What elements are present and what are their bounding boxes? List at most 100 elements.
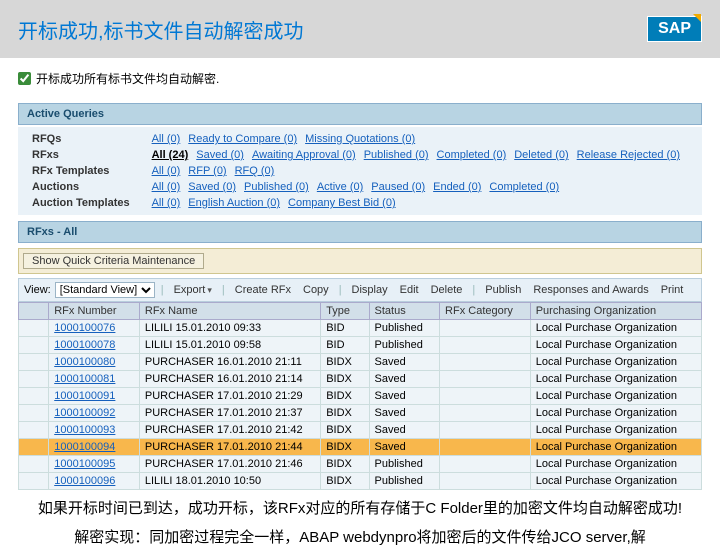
- table-cell: BIDX: [321, 371, 369, 388]
- rfx-number-cell[interactable]: 1000100096: [49, 473, 140, 490]
- table-cell: [440, 388, 531, 405]
- rfx-number-cell[interactable]: 1000100093: [49, 422, 140, 439]
- column-header[interactable]: Type: [321, 303, 369, 320]
- table-cell: [440, 456, 531, 473]
- rfx-number-cell[interactable]: 1000100081: [49, 371, 140, 388]
- display-button[interactable]: Display: [348, 283, 392, 297]
- sap-logo: SAP: [647, 16, 702, 42]
- table-cell: Saved: [369, 354, 440, 371]
- query-link[interactable]: Active (0): [317, 181, 371, 193]
- active-queries-header: Active Queries: [18, 103, 702, 125]
- query-link[interactable]: Ready to Compare (0): [188, 133, 305, 145]
- query-link[interactable]: All (0): [152, 181, 189, 193]
- auto-decrypt-checkbox[interactable]: [18, 72, 31, 85]
- query-link[interactable]: Missing Quotations (0): [305, 133, 423, 145]
- query-link[interactable]: Completed (0): [437, 149, 515, 161]
- table-cell: Published: [369, 456, 440, 473]
- table-cell: Local Purchase Organization: [530, 456, 701, 473]
- table-row[interactable]: 1000100081PURCHASER 16.01.2010 21:14BIDX…: [19, 371, 702, 388]
- table-cell: Saved: [369, 405, 440, 422]
- copy-button[interactable]: Copy: [299, 283, 333, 297]
- table-row[interactable]: 1000100095PURCHASER 17.01.2010 21:46BIDX…: [19, 456, 702, 473]
- edit-button[interactable]: Edit: [396, 283, 423, 297]
- show-criteria-button[interactable]: Show Quick Criteria Maintenance: [23, 253, 204, 269]
- query-link[interactable]: Company Best Bid (0): [288, 197, 404, 209]
- column-header[interactable]: RFx Name: [139, 303, 320, 320]
- rfx-number-cell[interactable]: 1000100092: [49, 405, 140, 422]
- delete-button[interactable]: Delete: [427, 283, 467, 297]
- table-row[interactable]: 1000100080PURCHASER 16.01.2010 21:11BIDX…: [19, 354, 702, 371]
- table-cell: [19, 422, 49, 439]
- table-row[interactable]: 1000100076LILILI 15.01.2010 09:33BIDPubl…: [19, 320, 702, 337]
- table-row[interactable]: 1000100096LILILI 18.01.2010 10:50BIDXPub…: [19, 473, 702, 490]
- table-cell: BID: [321, 320, 369, 337]
- query-row-label: RFQs: [26, 131, 146, 147]
- table-cell: PURCHASER 17.01.2010 21:44: [139, 439, 320, 456]
- table-cell: Local Purchase Organization: [530, 371, 701, 388]
- table-cell: BIDX: [321, 354, 369, 371]
- query-link[interactable]: RFQ (0): [235, 165, 283, 177]
- rfx-number-cell[interactable]: 1000100095: [49, 456, 140, 473]
- table-cell: Saved: [369, 388, 440, 405]
- query-row-label: RFx Templates: [26, 163, 146, 179]
- page-title: 开标成功,标书文件自动解密成功: [18, 15, 304, 44]
- table-cell: [440, 473, 531, 490]
- table-cell: [440, 371, 531, 388]
- auto-decrypt-label: 开标成功所有标书文件均自动解密.: [36, 70, 219, 87]
- print-button[interactable]: Print: [657, 283, 688, 297]
- publish-button[interactable]: Publish: [481, 283, 525, 297]
- query-link[interactable]: RFP (0): [188, 165, 234, 177]
- table-cell: [440, 354, 531, 371]
- rfx-number-cell[interactable]: 1000100091: [49, 388, 140, 405]
- rfx-number-cell[interactable]: 1000100094: [49, 439, 140, 456]
- query-link[interactable]: Deleted (0): [514, 149, 576, 161]
- table-cell: [19, 320, 49, 337]
- table-cell: Local Purchase Organization: [530, 422, 701, 439]
- query-link[interactable]: Ended (0): [433, 181, 489, 193]
- query-link[interactable]: Saved (0): [188, 181, 244, 193]
- table-row[interactable]: 1000100078LILILI 15.01.2010 09:58BIDPubl…: [19, 337, 702, 354]
- query-link[interactable]: All (0): [152, 133, 189, 145]
- view-select[interactable]: [Standard View]: [55, 282, 155, 298]
- footer-line-1: 如果开标时间已到达，成功开标，该RFx对应的所有存储于C Folder里的加密文…: [0, 494, 720, 523]
- rfx-number-cell[interactable]: 1000100080: [49, 354, 140, 371]
- query-link[interactable]: All (0): [152, 165, 189, 177]
- table-row[interactable]: 1000100091PURCHASER 17.01.2010 21:29BIDX…: [19, 388, 702, 405]
- table-cell: Local Purchase Organization: [530, 337, 701, 354]
- table-cell: [19, 456, 49, 473]
- column-header[interactable]: RFx Category: [440, 303, 531, 320]
- query-link[interactable]: Awaiting Approval (0): [252, 149, 364, 161]
- responses-awards-button[interactable]: Responses and Awards: [529, 283, 652, 297]
- table-cell: Local Purchase Organization: [530, 439, 701, 456]
- grid-toolbar: View: [Standard View] | Export | Create …: [18, 278, 702, 302]
- query-link[interactable]: Published (0): [244, 181, 317, 193]
- query-row-label: Auctions: [26, 179, 146, 195]
- create-rfx-button[interactable]: Create RFx: [231, 283, 295, 297]
- query-link[interactable]: All (0): [152, 197, 189, 209]
- table-row[interactable]: 1000100093PURCHASER 17.01.2010 21:42BIDX…: [19, 422, 702, 439]
- query-link[interactable]: All (24): [152, 149, 197, 161]
- query-link[interactable]: Paused (0): [371, 181, 433, 193]
- table-cell: PURCHASER 17.01.2010 21:37: [139, 405, 320, 422]
- query-link[interactable]: Saved (0): [196, 149, 252, 161]
- table-cell: [19, 439, 49, 456]
- table-cell: [19, 388, 49, 405]
- table-cell: Local Purchase Organization: [530, 473, 701, 490]
- table-row[interactable]: 1000100094PURCHASER 17.01.2010 21:44BIDX…: [19, 439, 702, 456]
- query-link[interactable]: English Auction (0): [188, 197, 288, 209]
- table-row[interactable]: 1000100092PURCHASER 17.01.2010 21:37BIDX…: [19, 405, 702, 422]
- table-cell: PURCHASER 17.01.2010 21:46: [139, 456, 320, 473]
- criteria-bar: Show Quick Criteria Maintenance: [18, 248, 702, 274]
- column-header[interactable]: [19, 303, 49, 320]
- rfx-number-cell[interactable]: 1000100076: [49, 320, 140, 337]
- query-link[interactable]: Completed (0): [489, 181, 567, 193]
- export-button[interactable]: Export: [170, 283, 216, 297]
- query-link[interactable]: Published (0): [364, 149, 437, 161]
- rfx-table: RFx NumberRFx NameTypeStatusRFx Category…: [18, 302, 702, 490]
- table-cell: Local Purchase Organization: [530, 320, 701, 337]
- rfx-number-cell[interactable]: 1000100078: [49, 337, 140, 354]
- column-header[interactable]: RFx Number: [49, 303, 140, 320]
- query-link[interactable]: Release Rejected (0): [577, 149, 688, 161]
- column-header[interactable]: Purchasing Organization: [530, 303, 701, 320]
- column-header[interactable]: Status: [369, 303, 440, 320]
